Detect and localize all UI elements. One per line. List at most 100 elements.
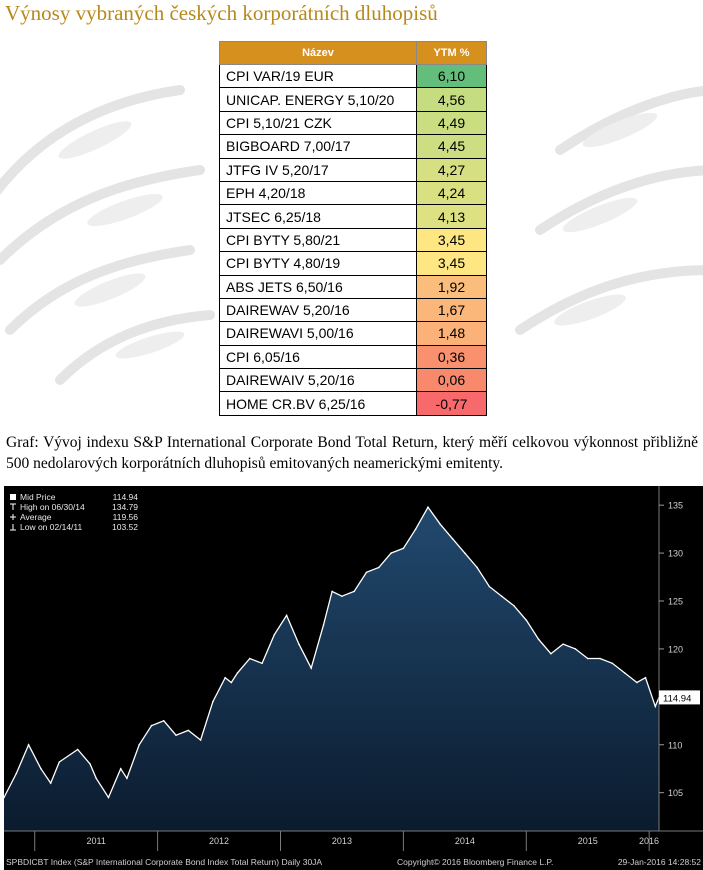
price-point [95, 777, 97, 780]
bond-name-cell: UNICAP. ENERGY 5,10/20 [219, 87, 417, 112]
price-point [126, 777, 128, 780]
price-point [15, 772, 18, 775]
index-chart-svg: 105110115120125130135114.942011201220132… [4, 486, 703, 870]
x-tick-label: 2015 [578, 836, 598, 846]
table-row: CPI BYTY 4,80/19 3,45 [219, 251, 487, 276]
price-point [537, 638, 540, 641]
price-point [353, 590, 356, 593]
column-header-name: Název [219, 41, 417, 65]
price-point [611, 662, 614, 665]
price-line [4, 505, 660, 799]
price-point [248, 657, 251, 660]
ytm-value-cell: -0,77 [416, 391, 487, 416]
price-point [414, 528, 417, 530]
price-point [212, 700, 214, 703]
price-area [4, 507, 659, 831]
table-row: CPI 5,10/21 CZK 4,49 [219, 110, 487, 136]
legend-high-marker [10, 503, 16, 510]
price-point [49, 782, 52, 784]
bond-name-cell: EPH 4,20/18 [219, 180, 417, 206]
ytm-value-cell: 1,48 [416, 321, 487, 346]
price-point [40, 767, 42, 770]
price-point [187, 729, 190, 732]
bond-name-cell: CPI BYTY 5,80/21 [219, 227, 417, 253]
ytm-value-cell: 4,24 [416, 180, 487, 206]
bond-name-cell: BIGBOARD 7,00/17 [219, 134, 417, 159]
table-header-row: Název YTM % [219, 41, 487, 65]
price-point [273, 633, 276, 636]
table-row: DAIREWAV 5,20/16 1,67 [219, 297, 487, 323]
price-point [27, 743, 30, 746]
ytm-value-cell: 4,49 [416, 110, 487, 136]
price-point [310, 667, 313, 669]
bond-name-cell: DAIREWAVI 5,00/16 [219, 321, 417, 346]
legend-low-marker [10, 524, 16, 531]
price-point [500, 595, 503, 598]
ytm-value-cell: 1,67 [416, 297, 487, 323]
bond-name-cell: DAIREWAV 5,20/16 [219, 297, 417, 323]
table-row: BIGBOARD 7,00/17 4,45 [219, 134, 487, 159]
ytm-value-cell: 1,92 [416, 274, 487, 299]
bond-name-cell: JTFG IV 5,20/17 [219, 157, 417, 182]
price-point [76, 748, 79, 751]
price-point [574, 648, 577, 650]
ytm-value-cell: 3,45 [416, 251, 487, 276]
price-point [451, 537, 454, 540]
legend-value: 114.94 [113, 492, 139, 502]
x-tick-label: 2014 [455, 836, 475, 846]
chart-footer-copyright: Copyright© 2016 Bloomberg Finance L.P. [397, 857, 553, 867]
x-axis-band [4, 831, 703, 853]
price-point [230, 681, 233, 684]
legend-average-marker [10, 514, 16, 520]
table-row: CPI BYTY 5,80/21 3,45 [219, 227, 487, 253]
price-point [322, 624, 325, 626]
price-point [331, 590, 333, 593]
price-point [562, 643, 564, 645]
table-row: HOME CR.BV 6,25/16 -0,77 [219, 391, 487, 416]
index-chart: 105110115120125130135114.942011201220132… [4, 486, 703, 870]
price-point [378, 566, 380, 569]
x-tick-label: 2012 [209, 836, 229, 846]
price-point [488, 585, 491, 588]
price-point [525, 619, 528, 621]
price-point [365, 571, 368, 574]
price-point [427, 506, 429, 508]
y-tick-label: 125 [668, 597, 683, 607]
chart-footer-timestamp: 29-Jan-2016 14:28:52 [618, 857, 701, 867]
ytm-value-cell: 0,36 [416, 344, 487, 370]
price-point [199, 739, 202, 741]
bond-name-cell: ABS JETS 6,50/16 [219, 274, 417, 299]
table-row: CPI 6,05/16 0,36 [219, 344, 487, 370]
ytm-value-cell: 0,06 [416, 368, 487, 393]
price-point [390, 552, 392, 554]
legend-value: 119.56 [113, 512, 139, 522]
legend-mid-price-marker [10, 494, 16, 500]
bond-name-cell: DAIREWAIV 5,20/16 [219, 368, 417, 393]
price-point [550, 652, 552, 655]
price-point [476, 566, 478, 569]
price-point [623, 672, 626, 674]
table-row: CPI VAR/19 EUR 6,10 [219, 63, 487, 89]
ytm-value-cell: 3,45 [416, 227, 487, 253]
price-point [107, 796, 110, 799]
table-row: UNICAP. ENERGY 5,10/20 4,56 [219, 87, 487, 112]
x-tick-label: 2011 [86, 836, 105, 846]
price-point [285, 614, 288, 617]
table-row: DAIREWAIV 5,20/16 0,06 [219, 368, 487, 393]
y-tick-label: 135 [668, 501, 683, 511]
ytm-value-cell: 4,56 [416, 87, 487, 112]
y-tick-label: 130 [668, 549, 683, 559]
price-point [162, 719, 165, 722]
last-price-tag [659, 690, 700, 705]
price-point [261, 662, 263, 665]
x-tick-label: 2016 [639, 836, 659, 846]
page-title: Výnosy vybraných českých korporátních dl… [5, 1, 438, 25]
bond-name-cell: HOME CR.BV 6,25/16 [219, 391, 417, 416]
table-row: JTSEC 6,25/18 4,13 [219, 204, 487, 229]
price-point [599, 657, 601, 660]
price-point [150, 724, 153, 727]
price-point [4, 796, 5, 799]
price-point [513, 604, 515, 607]
price-point [464, 552, 466, 554]
bond-name-cell: CPI 6,05/16 [219, 344, 417, 370]
